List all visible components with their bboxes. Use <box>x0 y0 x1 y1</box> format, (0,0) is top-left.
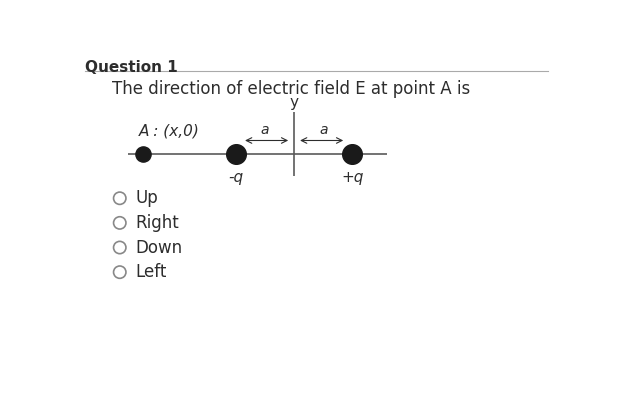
Text: Left: Left <box>135 263 167 281</box>
Text: Right: Right <box>135 214 179 232</box>
Text: Question 1: Question 1 <box>85 60 178 75</box>
Text: a: a <box>261 123 269 137</box>
Text: A : (x,0): A : (x,0) <box>139 124 200 139</box>
Text: Up: Up <box>135 189 158 207</box>
Point <box>347 151 357 158</box>
Text: -q: -q <box>228 170 244 185</box>
Text: Down: Down <box>135 239 183 257</box>
Text: +q: +q <box>341 170 363 185</box>
Text: y: y <box>289 94 299 110</box>
Text: a: a <box>319 123 328 137</box>
Point <box>231 151 241 158</box>
Point <box>138 151 148 158</box>
Text: The direction of electric field E at point A is: The direction of electric field E at poi… <box>112 80 470 98</box>
